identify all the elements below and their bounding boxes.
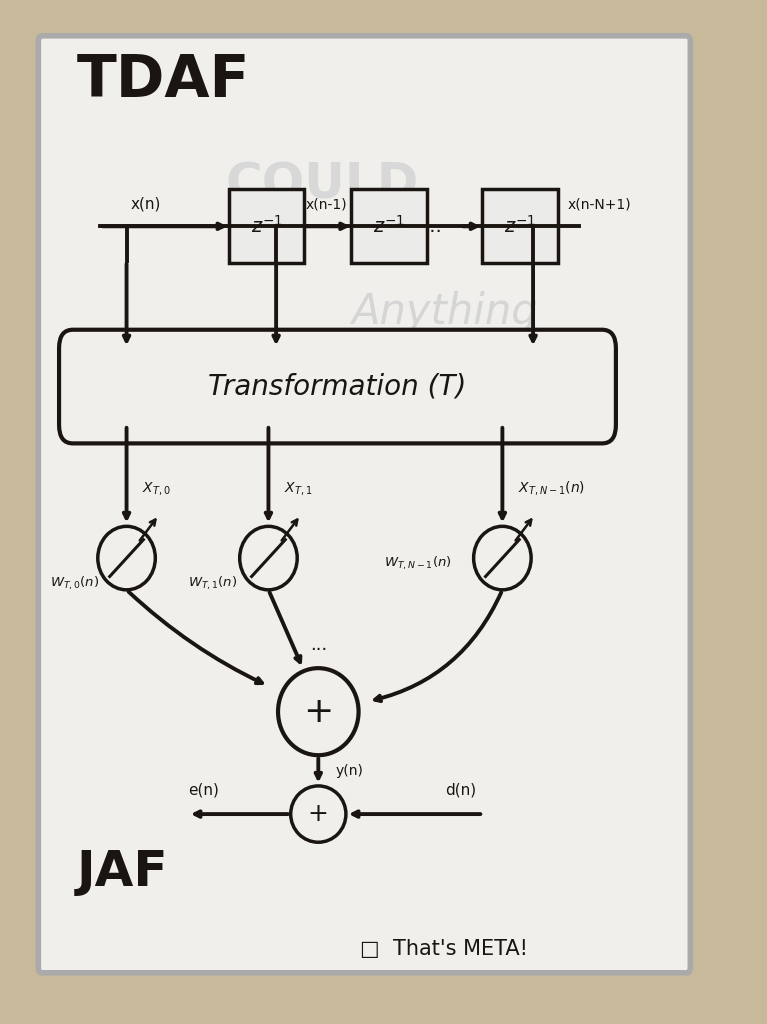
Text: Transformation (T): Transformation (T) xyxy=(209,373,466,400)
Text: JAF: JAF xyxy=(77,848,168,896)
Text: □  That's META!: □ That's META! xyxy=(360,939,528,959)
Text: ...: ... xyxy=(424,217,443,236)
Text: BE: BE xyxy=(347,227,420,274)
Text: y(n): y(n) xyxy=(335,764,363,777)
Text: x(n): x(n) xyxy=(130,197,161,212)
Text: $W_{T,0}(n)$: $W_{T,0}(n)$ xyxy=(50,575,99,592)
FancyBboxPatch shape xyxy=(38,36,690,973)
Ellipse shape xyxy=(239,526,297,590)
FancyBboxPatch shape xyxy=(351,189,427,263)
Text: $X_{T,N-1}(n)$: $X_{T,N-1}(n)$ xyxy=(518,478,585,497)
Text: $z^{-1}$: $z^{-1}$ xyxy=(504,215,535,238)
Text: $z^{-1}$: $z^{-1}$ xyxy=(374,215,405,238)
Text: TDAF: TDAF xyxy=(77,52,250,110)
Text: $X_{T,0}$: $X_{T,0}$ xyxy=(142,479,170,497)
FancyBboxPatch shape xyxy=(229,189,304,263)
Ellipse shape xyxy=(474,526,531,590)
Text: d(n): d(n) xyxy=(445,782,476,798)
Text: $z^{-1}$: $z^{-1}$ xyxy=(251,215,282,238)
Text: COULD: COULD xyxy=(225,161,419,208)
Text: +: + xyxy=(308,802,329,826)
Text: e(n): e(n) xyxy=(188,782,219,798)
Ellipse shape xyxy=(278,669,358,756)
Text: $W_{T,1}(n)$: $W_{T,1}(n)$ xyxy=(188,575,237,592)
Text: $X_{T,1}$: $X_{T,1}$ xyxy=(284,479,312,497)
FancyBboxPatch shape xyxy=(59,330,616,443)
Text: x(n-N+1): x(n-N+1) xyxy=(568,198,631,212)
Text: Anything: Anything xyxy=(351,291,538,334)
Text: x(n-1): x(n-1) xyxy=(305,198,347,212)
Text: +: + xyxy=(303,694,334,729)
Text: ...: ... xyxy=(310,636,327,654)
FancyBboxPatch shape xyxy=(482,189,558,263)
Text: $W_{T,N-1}(n)$: $W_{T,N-1}(n)$ xyxy=(384,555,451,571)
Ellipse shape xyxy=(98,526,155,590)
Ellipse shape xyxy=(291,786,346,842)
